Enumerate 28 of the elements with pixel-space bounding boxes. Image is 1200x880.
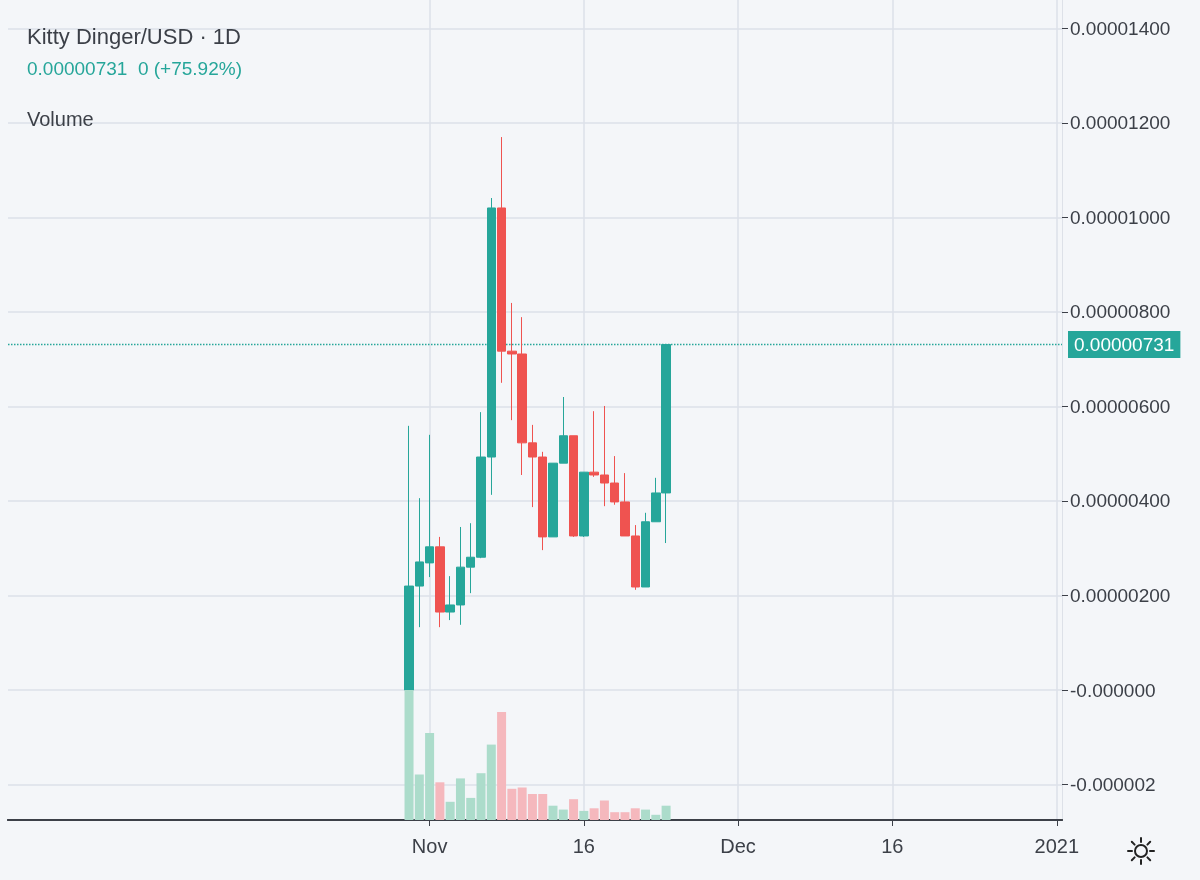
text: 0.00000731 0 (+75.92%) [27,58,242,79]
x-tick-label: Nov [411,835,448,857]
x-tick-label: Dec [720,835,756,857]
y-tick-label: 0.00000200 [1070,585,1171,606]
candlestick [579,471,589,538]
bar [661,805,671,820]
y-tick-label: 0.00001200 [1070,112,1171,134]
bar [579,810,589,820]
y-tick-label: 0.00001400 [1070,17,1171,39]
candlestick [435,536,445,628]
text: Kitty Dinger/USD · 1D [27,23,241,49]
y-tick-label: -0.000002 [1070,774,1156,796]
y-tick-label: 0.00000600 [1070,395,1171,417]
bar [558,809,568,820]
y-tick-label: 0.00001000 [1070,206,1171,228]
candlestick [569,435,578,538]
chart-title: Volume [27,108,94,130]
y-tick-label: 0.00000400 [1070,490,1171,512]
x-tick-label: 16 [572,835,595,857]
x-tick-label: 16 [881,835,904,857]
bar [548,805,558,820]
bar [630,808,640,820]
bar [435,782,445,820]
y-tick-label: -0.000000 [1070,679,1156,701]
y-tick-label: 0.00000800 [1070,301,1171,323]
x-tick-label: 2021 [1034,835,1080,857]
bar [569,799,579,820]
ref-line-label: 0.00000731 [1074,334,1175,356]
